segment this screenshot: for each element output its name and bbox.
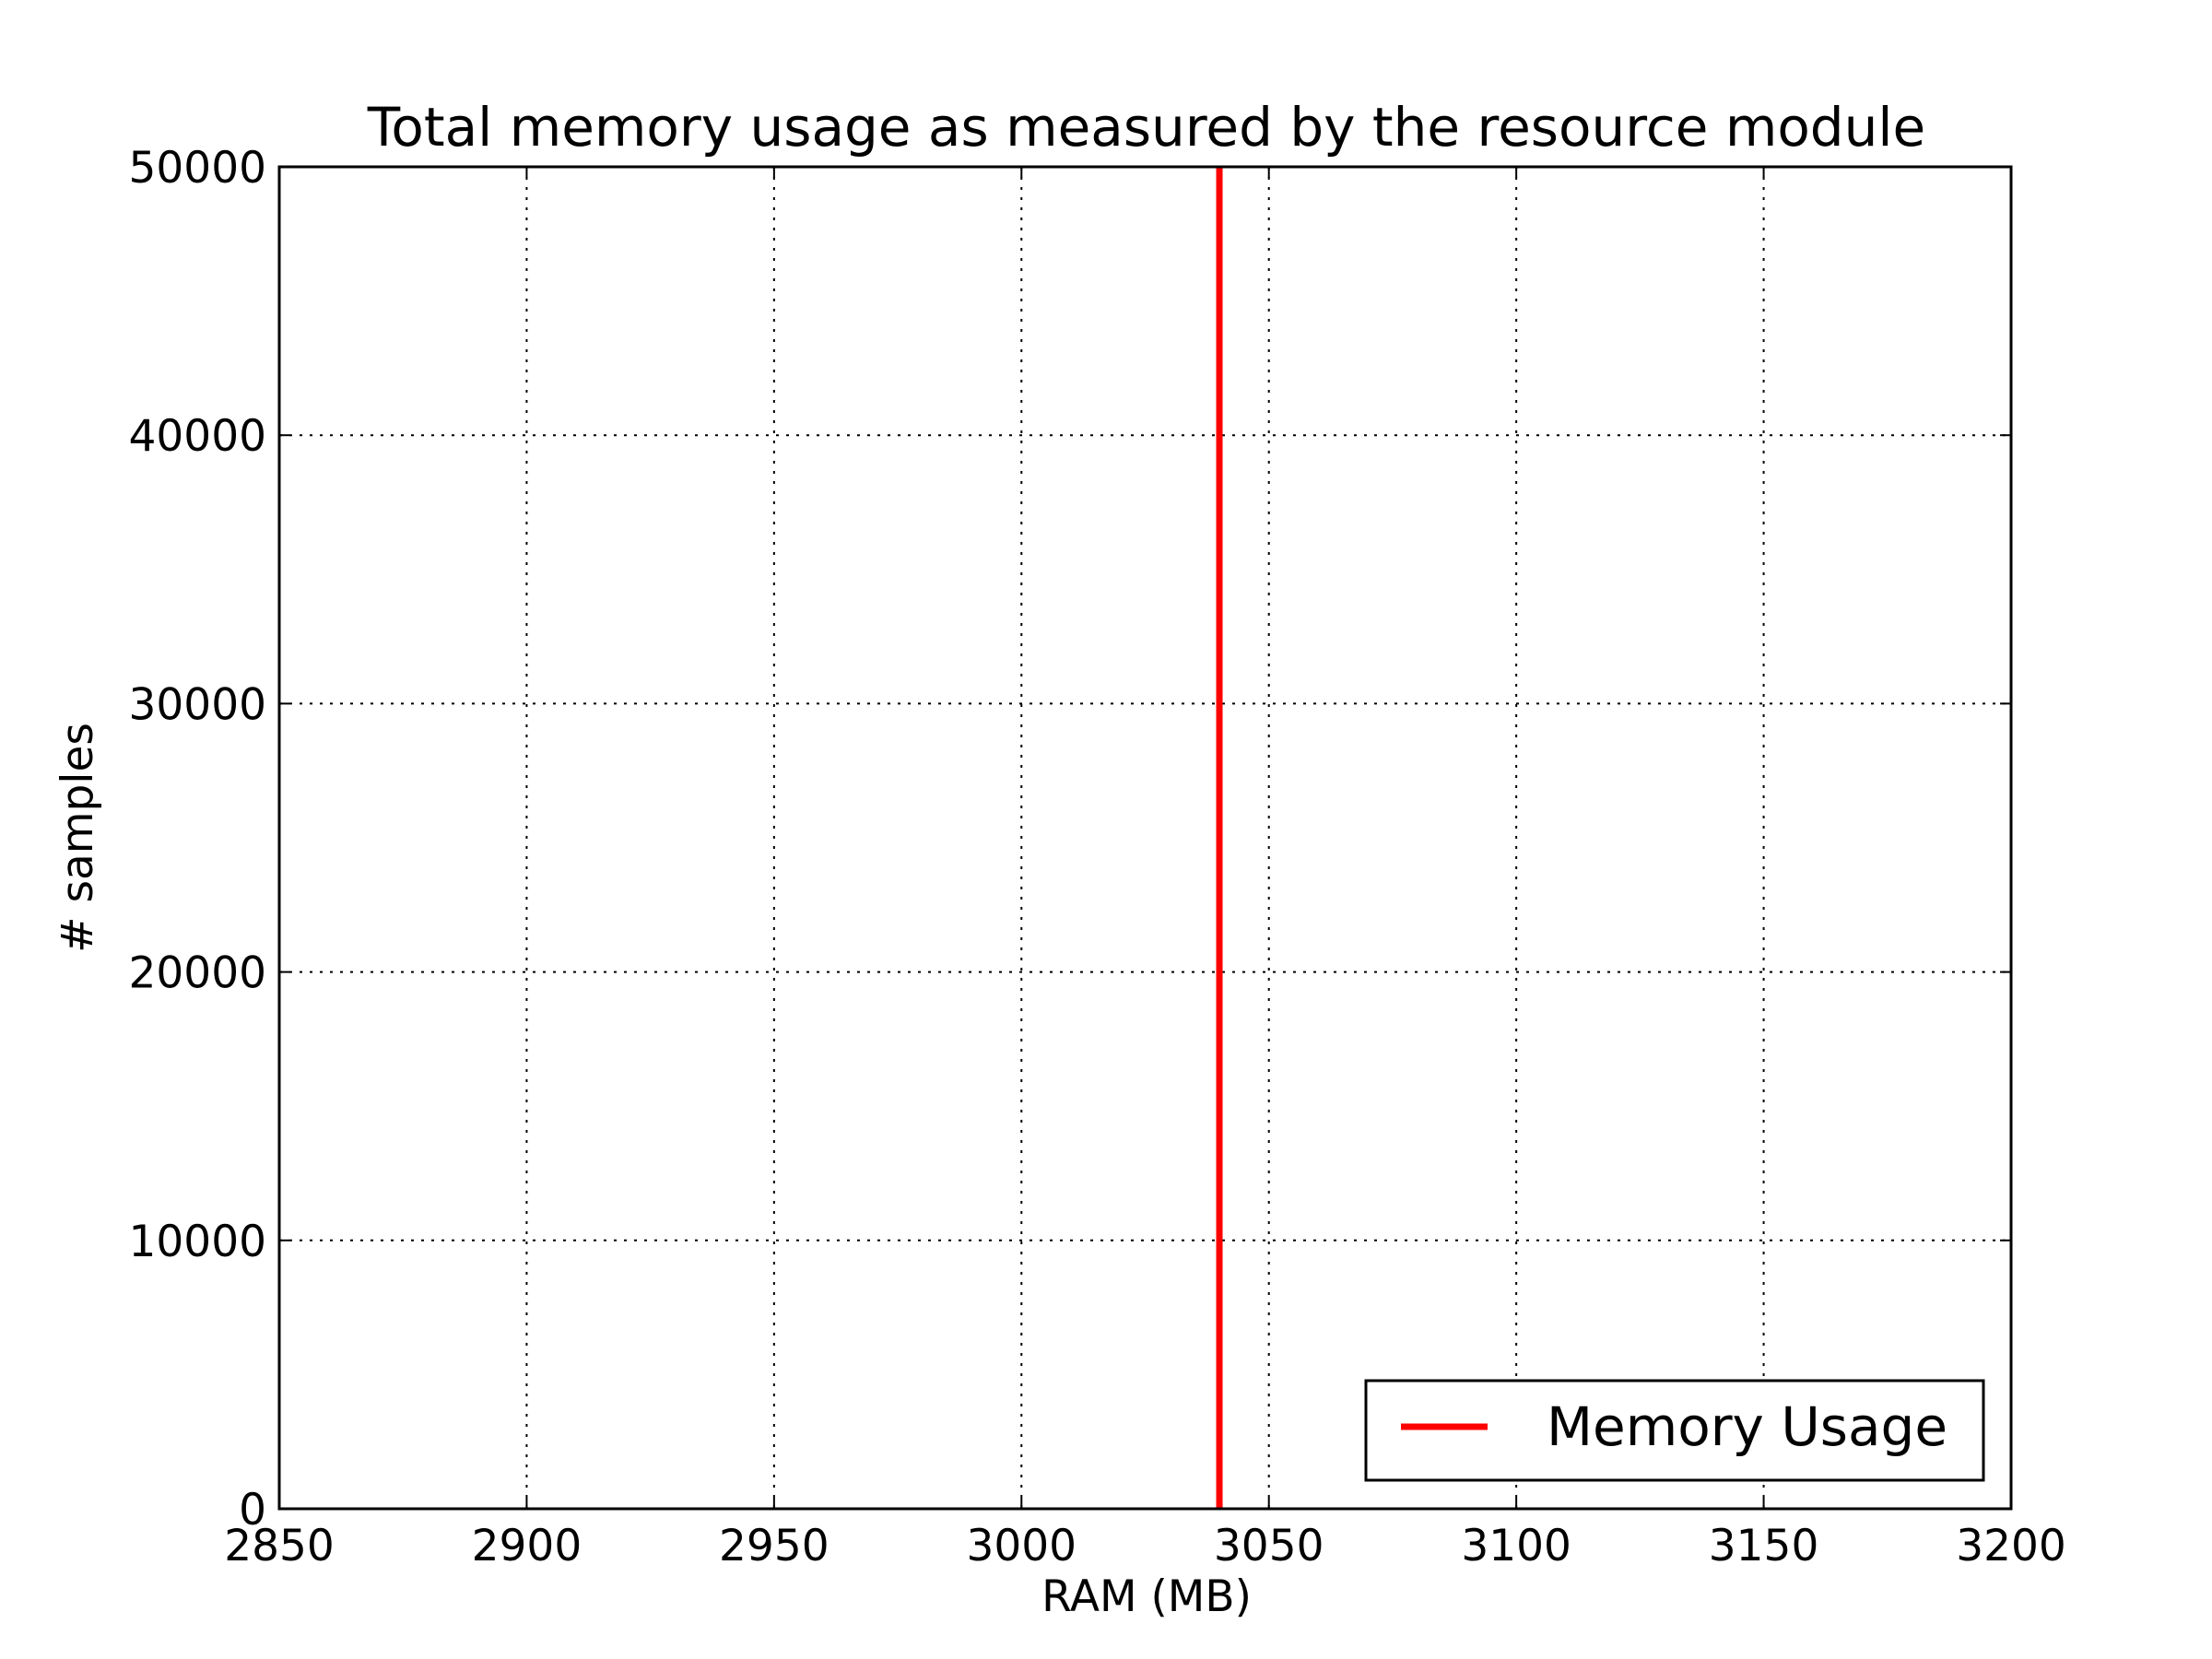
x-axis-label: RAM (MB) <box>1041 1571 1252 1622</box>
legend: Memory Usage <box>1364 1379 1985 1482</box>
y-axis-label: # samples <box>53 723 103 953</box>
x-tick-label: 3150 <box>1709 1521 1819 1571</box>
y-tick-label: 0 <box>239 1485 266 1535</box>
grid <box>279 167 2011 1509</box>
y-tick-label: 40000 <box>128 411 266 462</box>
x-tick-label: 3100 <box>1461 1521 1571 1571</box>
y-tick-label: 50000 <box>128 143 266 194</box>
plot-frame <box>277 165 2013 1511</box>
y-tick-label: 20000 <box>128 948 266 999</box>
x-tick-label: 3000 <box>966 1521 1077 1571</box>
y-tick-label: 30000 <box>128 679 266 730</box>
chart-title: Total memory usage as measured by the re… <box>367 96 1925 159</box>
ticks <box>278 166 2012 1510</box>
x-tick-label: 3200 <box>1956 1521 2066 1571</box>
x-tick-label: 2850 <box>224 1521 335 1571</box>
x-tick-label: 2950 <box>719 1521 830 1571</box>
y-tick-label: 10000 <box>128 1217 266 1267</box>
legend-label-memory-usage: Memory Usage <box>1547 1395 1947 1458</box>
x-tick-label: 2900 <box>472 1521 582 1571</box>
legend-box <box>1364 1379 1985 1482</box>
x-tick-label: 3050 <box>1214 1521 1324 1571</box>
y-tick-labels: 0 10000 20000 30000 40000 50000 <box>128 143 266 1535</box>
x-tick-labels: 2850 2900 2950 3000 3050 3100 3150 3200 <box>224 1521 2066 1571</box>
